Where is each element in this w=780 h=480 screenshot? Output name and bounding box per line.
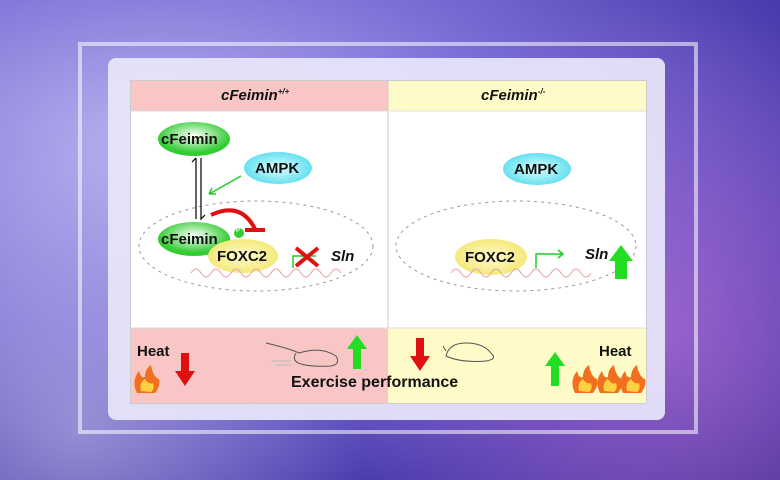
exercise-down-arrow xyxy=(410,338,430,371)
cfeimin-nucleus-label: cFeimin xyxy=(161,231,218,248)
fire-icon-1 xyxy=(572,365,598,393)
diagram: cFeimin+/+ cFeimin-/- cFeimin AMPK cFeim… xyxy=(130,80,647,404)
phospho-circle xyxy=(234,228,244,238)
exercise-up-arrow xyxy=(347,335,367,369)
cfeimin-blob xyxy=(158,122,230,156)
fire-icon xyxy=(134,365,160,393)
heat-label-right: Heat xyxy=(599,343,632,360)
fire-icon-3 xyxy=(620,365,646,393)
diagram-graphics xyxy=(131,81,646,403)
foxc2-blob xyxy=(208,239,278,273)
heat-down-arrow xyxy=(175,353,195,386)
ampk-blob-right xyxy=(503,153,571,185)
heat-up-arrow xyxy=(545,352,565,386)
equilibrium-arrows xyxy=(191,157,206,221)
nucleus-right xyxy=(395,200,637,292)
fire-icon-2 xyxy=(597,365,623,393)
left-header-bg xyxy=(131,81,388,111)
ampk-arrow xyxy=(208,175,242,195)
sln-label-right: Sln xyxy=(585,246,609,263)
foxc2-blob-right xyxy=(455,239,527,275)
ampk-label: AMPK xyxy=(255,160,300,177)
resting-mouse-icon xyxy=(442,342,495,362)
sln-label: Sln xyxy=(331,248,355,265)
sln-up-arrow xyxy=(609,245,633,279)
exercise-performance-label: Exercise performance xyxy=(291,374,459,391)
ampk-blob xyxy=(244,152,312,184)
ampk-label-right: AMPK xyxy=(514,161,559,178)
phospho-label: P xyxy=(236,228,241,234)
foxc2-label: FOXC2 xyxy=(217,248,268,265)
frame xyxy=(78,42,698,434)
foxc2-label-right: FOXC2 xyxy=(465,249,516,266)
heat-label-left: Heat xyxy=(137,343,170,360)
block-x xyxy=(294,246,320,268)
dna-left xyxy=(190,268,342,278)
inhibit-arrow xyxy=(210,208,265,232)
promoter-arrow-right xyxy=(535,249,565,268)
left-title: cFeimin+/+ xyxy=(221,87,290,104)
running-mouse-icon xyxy=(265,342,339,367)
dna-right xyxy=(450,268,592,278)
nucleus-left xyxy=(138,200,374,292)
left-footer-bg xyxy=(131,328,388,403)
cfeimin-label: cFeimin xyxy=(161,131,218,148)
right-header-bg xyxy=(388,81,646,111)
cfeimin-nuc-blob xyxy=(158,222,230,256)
right-title: cFeimin-/- xyxy=(481,87,546,104)
